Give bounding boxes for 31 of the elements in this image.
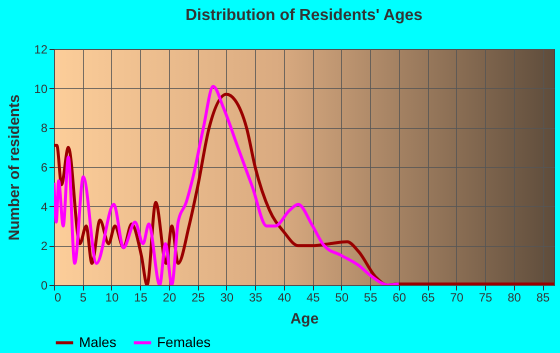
x-tick-label: 70 bbox=[450, 290, 464, 304]
y-tick-label: 8 bbox=[40, 121, 48, 136]
x-tick-label: 65 bbox=[421, 290, 436, 304]
legend-label: Females bbox=[157, 334, 211, 350]
x-tick-label: 30 bbox=[220, 290, 234, 304]
x-tick-label: 10 bbox=[105, 290, 119, 304]
x-tick-label: 50 bbox=[335, 290, 349, 304]
line-series bbox=[54, 84, 400, 285]
x-tick-label: 15 bbox=[134, 290, 148, 304]
y-tick-label: 10 bbox=[34, 82, 48, 96]
x-tick-label: 35 bbox=[248, 290, 263, 304]
x-tick-label: 5 bbox=[80, 290, 87, 304]
y-tick-label: 12 bbox=[34, 42, 48, 56]
y-tick-label: 6 bbox=[40, 160, 48, 174]
x-tick-label: 75 bbox=[478, 290, 493, 304]
y-tick-label: 2 bbox=[40, 239, 48, 254]
x-tick-label: 45 bbox=[306, 290, 320, 304]
x-tick-label: 85 bbox=[536, 290, 550, 304]
legend-label: Males bbox=[79, 334, 116, 350]
x-tick-label: 25 bbox=[192, 290, 206, 304]
y-tick-label: 4 bbox=[40, 200, 48, 214]
x-tick-label: 80 bbox=[508, 290, 522, 304]
chart-title: Distribution of Residents' Ages bbox=[185, 7, 423, 24]
x-tick-label: 20 bbox=[162, 290, 176, 304]
y-tick-label: 0 bbox=[40, 278, 48, 292]
x-tick-label: 40 bbox=[278, 290, 292, 304]
x-tick-label: 60 bbox=[392, 290, 406, 304]
x-tick-label: 0 bbox=[54, 290, 62, 304]
x-axis-title: Age bbox=[290, 310, 319, 328]
y-axis-title: Number of residents bbox=[6, 94, 24, 240]
x-tick-label: 55 bbox=[364, 290, 378, 304]
